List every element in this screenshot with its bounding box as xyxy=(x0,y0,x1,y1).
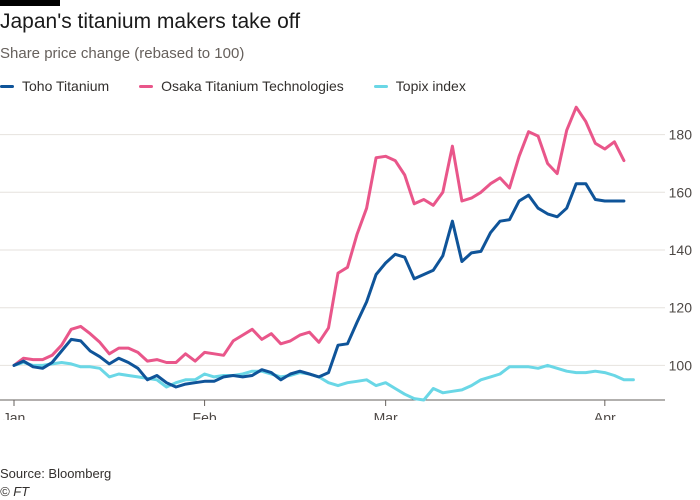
x-tick-label-apr: Apr xyxy=(594,409,616,420)
x-tick-label-jan: Jan xyxy=(3,409,26,420)
legend-label-topix: Topix index xyxy=(395,78,466,94)
credit-note: © FT xyxy=(0,484,30,499)
y-axis: 100 120 140 160 180 xyxy=(669,127,693,374)
chart-title: Japan's titanium makers take off xyxy=(0,10,301,33)
legend-item-topix: Topix index xyxy=(373,78,466,94)
y-tick-label-180: 180 xyxy=(669,127,693,143)
series-line-osaka xyxy=(12,105,626,367)
x-tick-label-mar: Mar xyxy=(374,409,398,420)
legend-item-toho: Toho Titanium xyxy=(0,78,109,94)
chart-subtitle: Share price change (rebased to 100) xyxy=(0,45,245,62)
brand-bar xyxy=(0,0,60,6)
legend-swatch-osaka xyxy=(139,84,154,88)
legend-label-toho: Toho Titanium xyxy=(22,78,110,94)
line-chart: 100 120 140 160 180 Jan Feb Mar Apr xyxy=(0,105,693,420)
legend: Toho Titanium Osaka Titanium Technologie… xyxy=(0,78,466,94)
x-axis: Jan Feb Mar Apr xyxy=(0,399,665,420)
y-tick-label-140: 140 xyxy=(669,242,693,258)
y-tick-label-160: 160 xyxy=(669,184,693,200)
series-line-toho xyxy=(12,182,626,389)
series-line-topix xyxy=(12,361,635,402)
y-tick-label-120: 120 xyxy=(669,300,693,316)
x-tick-label-feb: Feb xyxy=(193,409,217,420)
legend-swatch-topix xyxy=(373,84,388,88)
y-tick-label-100: 100 xyxy=(669,357,693,373)
legend-item-osaka: Osaka Titanium Technologies xyxy=(139,78,344,94)
gridlines xyxy=(0,134,665,366)
legend-label-osaka: Osaka Titanium Technologies xyxy=(161,78,344,94)
legend-swatch-toho xyxy=(0,84,14,88)
series-lines xyxy=(12,105,635,402)
source-note: Source: Bloomberg xyxy=(0,466,112,481)
